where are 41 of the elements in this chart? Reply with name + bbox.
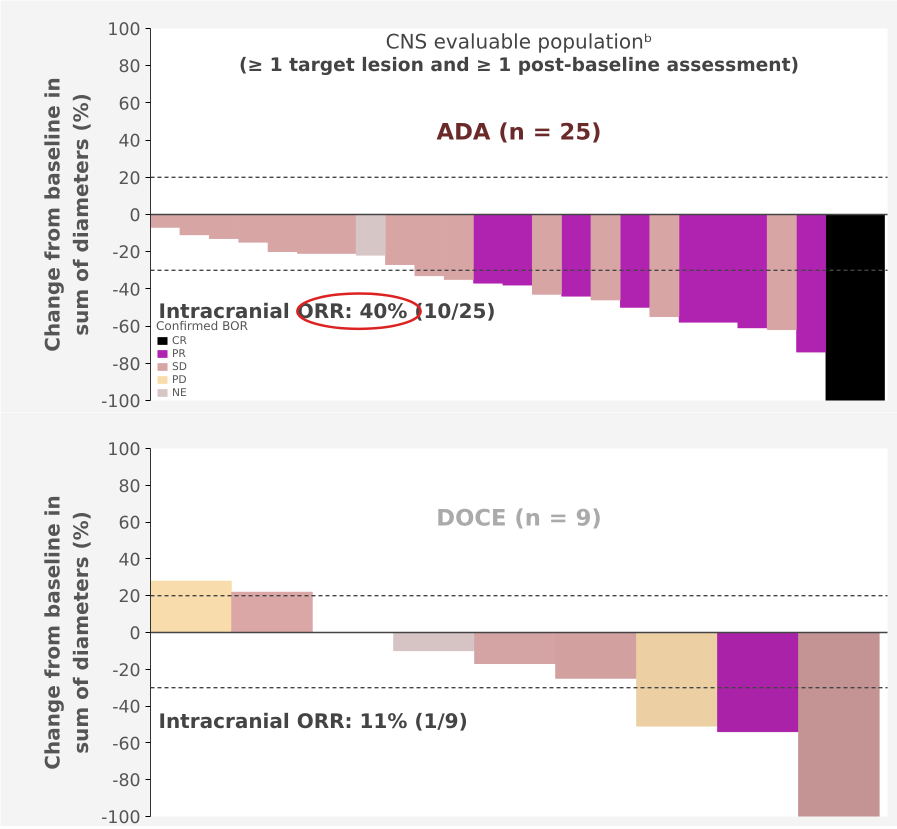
annotation: Intracranial ORR: 11% (1/9) (158, 708, 468, 733)
y-tick-label: 100 (107, 20, 141, 40)
y-tick-label: 40 (118, 550, 141, 570)
y-tick-label: 20 (118, 587, 141, 608)
text: (≥ 1 target lesion and ≥ 1 post-baseline assessment) (238, 55, 800, 76)
legend-label: CR (172, 334, 188, 347)
y-tick-label: -60 (112, 734, 141, 754)
y-tick-label: 0 (129, 624, 141, 644)
bar (636, 632, 718, 727)
y-tick-label: 20 (118, 168, 141, 189)
legend-title: Confirmed BOR (156, 319, 248, 333)
bar (150, 580, 232, 633)
y-tick-label: 100 (107, 440, 141, 460)
bar (231, 592, 313, 633)
legend-label: PD (172, 373, 188, 386)
y-tick-label: -20 (112, 243, 141, 264)
y-tick-label: -40 (112, 698, 141, 718)
bar (393, 632, 475, 652)
legend-label: SD (172, 360, 188, 373)
legend-label: PR (172, 347, 187, 360)
y-tick-label: -100 (101, 392, 140, 412)
y-tick-label: -100 (101, 808, 140, 828)
y-tick-label: 40 (118, 132, 141, 152)
y-axis-title: Change from baseline in sum of diameters (%) (40, 495, 94, 770)
y-tick-label: -20 (112, 660, 141, 681)
y-tick-label: -80 (112, 354, 141, 375)
bar (798, 632, 880, 816)
legend-label: NE (172, 386, 188, 399)
y-tick-label: 80 (118, 476, 141, 497)
text: DOCE (n = 9) (436, 505, 602, 532)
y-tick-label: 60 (118, 94, 141, 114)
y-tick-label: -40 (112, 280, 141, 300)
bar (717, 632, 799, 732)
y-tick-label: 60 (118, 514, 141, 534)
y-tick-label: -60 (112, 318, 141, 338)
y-tick-label: -80 (112, 771, 141, 792)
y-tick-label: 80 (118, 57, 141, 78)
annotation: ADA (n = 25) (436, 120, 602, 146)
chart-title: CNS evaluable populationᵇ (386, 30, 652, 54)
y-axis-title: Change from baseline in sum of diameters (%) (40, 77, 94, 352)
y-tick-label: 0 (129, 206, 141, 226)
